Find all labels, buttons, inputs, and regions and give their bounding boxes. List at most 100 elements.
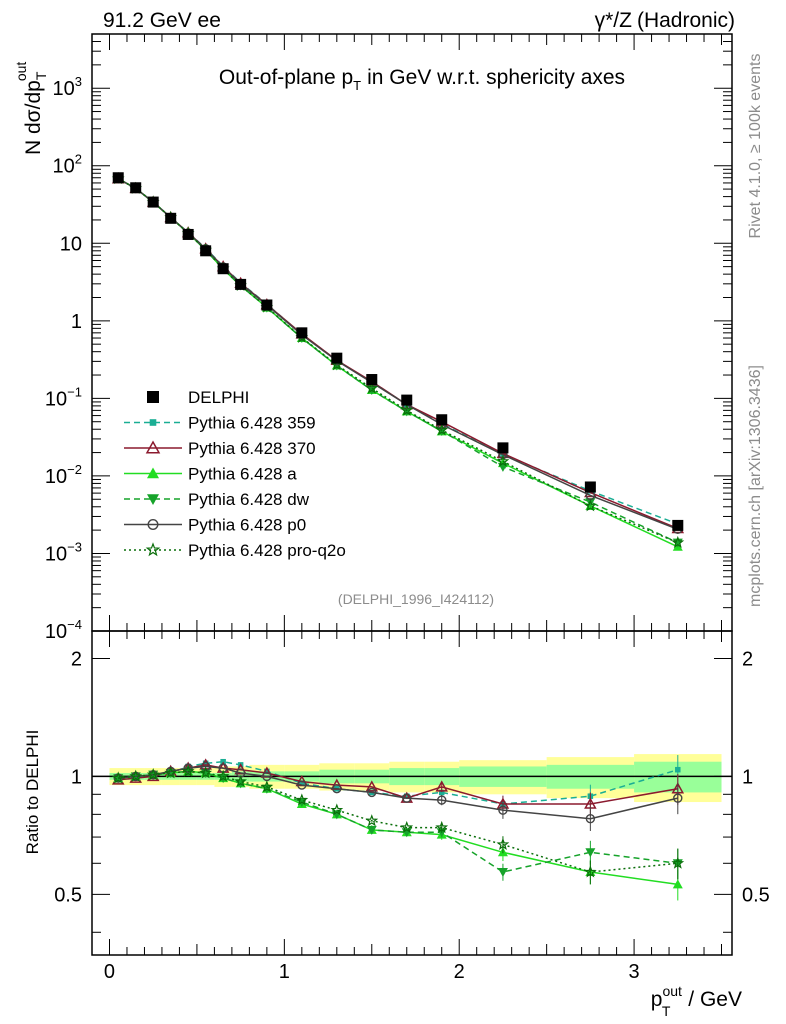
ratio-point-pythia-6-428-p0 [585,813,596,824]
ratio-point-pythia-6-428-pro-q2o [295,793,309,806]
series-point-pythia-6-428-dw [436,426,447,436]
analysis-watermark: (DELPHI_1996_I424112) [338,591,494,607]
main-y-tick-label: 10 [60,233,82,255]
main-y-tick-label-base: 1 [71,311,82,333]
main-y-tick-label: 10−3 [45,539,82,565]
header-process-symbol: γ*/Z [595,9,633,32]
main-y-tick-label-base: 10 [53,78,75,100]
main-y-tick-label-exponent: −4 [67,617,82,632]
ratio-plot-marks [92,754,732,901]
svg-text:N dσ/dpTout: N dσ/dpTout [13,62,49,155]
ratio-point-pythia-6-428-dw [366,825,377,835]
legend-marker-pythia-6-428-370 [145,440,161,454]
series-point-pythia-6-428-pro-q2o [496,454,510,467]
x-label-unit: / GeV [682,988,742,1011]
ratio-point-pythia-6-428-pro-q2o [199,766,213,779]
y-label-main: N dσ/dp [22,80,45,155]
ratio-x-tick-label: 2 [454,961,465,983]
data-point-delphi [366,374,378,386]
ratio-point-pythia-6-428-pro-q2o [365,814,379,827]
legend-marker-pythia-6-428-p0 [147,519,159,531]
ratio-point-pythia-6-428-dw [497,868,508,878]
main-title-part2: in GeV w.r.t. sphericity axes [367,66,625,89]
legend-label-pythia-6-428-370: Pythia 6.428 370 [188,439,316,458]
series-delphi-data [112,172,684,531]
ratio-x-tick-label: 3 [629,961,640,983]
ratio-y-axis-label: Ratio to DELPHI [23,730,42,855]
ratio-plot-panel: 0.5 0.5 1 1 2 2 0 1 2 3 Ratio to DELPHI pout T / G… [23,630,770,1019]
legend-item-pythia-6-428-dw: Pythia 6.428 dw [124,490,310,509]
ratio-plot-frame [91,630,733,956]
ratio-point-pythia-6-428-359 [299,780,305,787]
legend-marker-pythia-6-428-dw [147,494,159,505]
ratio-point-pythia-6-428-370 [365,780,379,792]
legend-item-pythia-6-428-p0: Pythia 6.428 p0 [124,516,306,535]
ratio-point-pythia-6-428-359 [264,768,270,775]
ratio-y-tick-label-left: 0.5 [54,884,82,906]
main-y-tick-label-exponent: 2 [75,152,82,167]
series-point-pythia-6-428-pro-q2o [400,403,414,416]
main-title-subscript: T [353,78,361,93]
main-y-tick-label: 10−1 [45,384,82,410]
series-point-pythia-6-428-pro-q2o [671,535,685,549]
main-y-tick-label-base: 10 [45,388,67,410]
main-y-tick-label: 10−2 [45,462,82,488]
main-y-tick-label-exponent: −2 [67,462,82,477]
ratio-point-pythia-6-428-359 [404,793,410,799]
ratio-point-pythia-6-428-p0 [332,784,342,794]
ratio-point-pythia-6-428-p0 [183,763,193,773]
ratio-x-axis-label: pout T / GeV [651,983,742,1019]
ratio-y-tick-label-left: 2 [71,648,82,670]
main-y-tick-label-exponent: 3 [75,74,82,89]
data-point-delphi [165,212,177,224]
ratio-point-pythia-6-428-pro-q2o [234,774,248,787]
ratio-plot-axes: 0.5 0.5 1 1 2 2 0 1 2 3 [54,631,770,983]
main-plot-title: Out-of-plane pT in GeV w.r.t. sphericity … [219,66,625,93]
series-point-pythia-6-428-pro-q2o [365,381,379,394]
ratio-point-pythia-6-428-p0 [673,793,683,803]
header-process-label: γ*/Z (Hadronic) [595,9,735,32]
ratio-series-pythia-6-428-p0 [113,761,683,831]
legend-item-pythia-6-428-370: Pythia 6.428 370 [124,439,316,458]
rivet-version-label: Rivet 4.1.0, ≥ 100k events [747,54,764,239]
main-y-tick-label-exponent: −1 [67,384,82,399]
y-label-superscript: out [13,62,29,82]
data-point-delphi [200,245,212,257]
series-point-pythia-6-428-pro-q2o [435,423,449,436]
main-y-tick-label-base: 10 [53,156,75,178]
ratio-point-pythia-6-428-p0 [498,805,508,815]
ratio-point-pythia-6-428-pro-q2o [164,766,178,779]
legend-item-pythia-6-428-a: Pythia 6.428 a [124,465,297,484]
data-point-delphi [401,394,413,406]
ratio-x-tick-label: 1 [279,961,290,983]
ratio-point-pythia-6-428-dw [585,848,596,858]
ratio-point-pythia-6-428-p0 [200,761,211,772]
series-line-pythia-6-428-dw [117,178,679,544]
data-point-delphi [672,519,684,531]
main-y-tick-label-base: 10 [45,543,67,565]
x-label-subscript: T [662,1003,671,1019]
legend-label-pythia-6-428-dw: Pythia 6.428 dw [188,490,310,509]
data-point-delphi [331,352,343,364]
ratio-series-pythia-6-428-pro-q2o [111,764,685,885]
ratio-y-tick-label-left: 1 [71,766,82,788]
data-point-delphi [235,278,247,290]
legend-marker-pythia-6-428-a [147,467,159,479]
x-label-superscript: out [662,983,682,999]
ratio-y-tick-label-right: 0.5 [742,884,770,906]
ratio-point-pythia-6-428-pro-q2o [583,865,597,878]
main-title-part1: Out-of-plane p [219,66,353,89]
ratio-point-pythia-6-428-359 [675,766,681,773]
ratio-point-pythia-6-428-359 [202,760,209,767]
main-y-tick-label: 102 [53,152,82,178]
ratio-point-pythia-6-428-pro-q2o [400,820,414,834]
data-point-delphi [497,442,509,454]
data-point-delphi [436,414,448,426]
legend-marker-pythia-6-428-pro-q2o [145,542,161,557]
main-y-tick-label-base: 10 [60,233,82,255]
main-y-tick-label-base: 10 [45,621,67,643]
data-point-delphi [261,299,273,311]
ratio-point-pythia-6-428-370 [435,780,449,792]
